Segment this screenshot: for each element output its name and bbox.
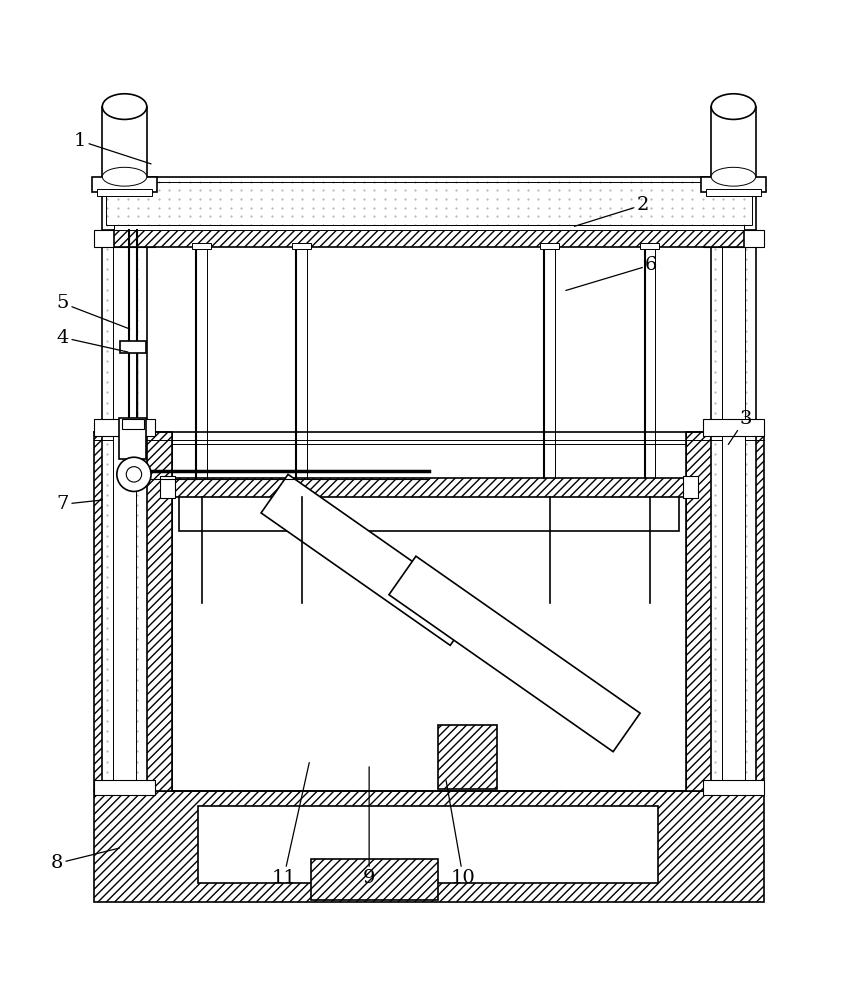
Text: 6: 6	[565, 256, 657, 290]
Text: 1: 1	[74, 132, 151, 164]
Text: 4: 4	[57, 329, 128, 352]
Bar	[701, 177, 766, 192]
Text: 11: 11	[271, 763, 309, 887]
Bar	[438, 725, 498, 789]
Ellipse shape	[711, 167, 756, 186]
Bar	[114, 225, 744, 230]
Ellipse shape	[102, 94, 147, 119]
Bar	[120, 341, 146, 353]
Bar	[722, 243, 745, 791]
Bar	[703, 230, 764, 247]
Bar	[541, 243, 559, 249]
Circle shape	[126, 467, 142, 482]
Bar	[97, 189, 152, 196]
Bar	[179, 495, 679, 531]
Bar	[311, 859, 438, 900]
Text: 2: 2	[574, 196, 649, 226]
Bar	[198, 806, 658, 883]
Text: 9: 9	[363, 767, 376, 887]
Bar	[640, 243, 659, 249]
Text: 5: 5	[57, 294, 130, 329]
Bar	[711, 243, 756, 791]
Bar	[293, 243, 311, 249]
Bar	[94, 780, 155, 795]
Bar	[703, 419, 764, 436]
Text: 10: 10	[446, 781, 475, 887]
Text: 8: 8	[51, 848, 119, 872]
Bar	[94, 419, 155, 436]
Bar	[106, 182, 752, 225]
Bar	[102, 177, 756, 230]
Bar	[118, 418, 146, 459]
Bar	[703, 780, 764, 795]
Bar	[706, 189, 761, 196]
Text: 3: 3	[728, 410, 752, 444]
Bar	[160, 476, 175, 498]
Bar	[94, 432, 172, 791]
Bar	[92, 177, 157, 192]
Polygon shape	[389, 556, 640, 752]
Polygon shape	[261, 474, 477, 645]
Bar	[192, 243, 211, 249]
Bar	[683, 476, 698, 498]
Bar	[94, 791, 764, 902]
Ellipse shape	[102, 167, 147, 186]
Bar	[172, 478, 686, 497]
Text: 7: 7	[57, 495, 102, 513]
Bar	[113, 243, 136, 791]
Bar	[122, 419, 144, 429]
Bar	[114, 230, 744, 247]
Bar	[102, 107, 147, 177]
Bar	[94, 230, 155, 247]
Circle shape	[117, 457, 151, 491]
Bar	[102, 243, 147, 791]
Bar	[686, 432, 764, 791]
Ellipse shape	[711, 94, 756, 119]
Bar	[711, 107, 756, 177]
